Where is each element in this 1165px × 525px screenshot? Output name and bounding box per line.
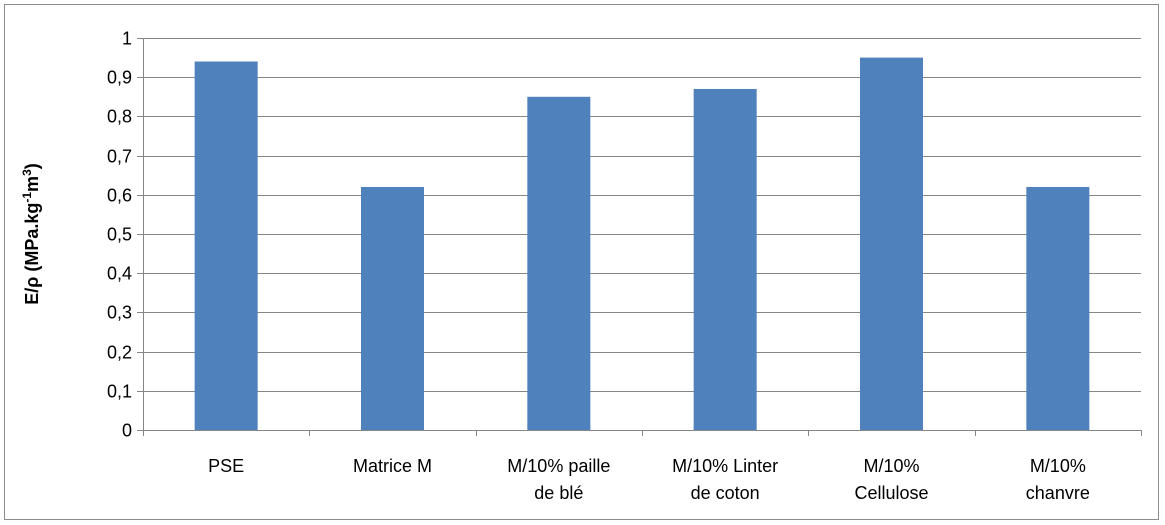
x-category-label-line: de blé	[534, 483, 583, 503]
bar-1	[361, 186, 424, 430]
y-tick-label: 0,6	[107, 186, 132, 206]
x-category-label-line: M/10%	[863, 456, 919, 476]
x-category-label-line: M/10%	[1030, 456, 1086, 476]
x-category-label-line: de coton	[691, 483, 760, 503]
y-axis-label-part: E/ρ (MPa.kg	[22, 203, 42, 305]
y-tick-label: 1	[122, 29, 132, 49]
y-axis-label-part: m	[22, 176, 42, 192]
x-category-label: M/10% paille de blé	[507, 456, 610, 503]
bar-0	[194, 61, 258, 431]
y-axis-label-part: )	[22, 163, 42, 169]
y-tick-label: 0,2	[107, 343, 132, 363]
x-category-label-line: chanvre	[1026, 483, 1090, 503]
y-tick-label: 0,1	[107, 382, 132, 402]
x-category-label-line: PSE	[208, 456, 244, 476]
bar-5	[1026, 186, 1090, 430]
x-category-label-line: Cellulose	[854, 483, 928, 503]
y-tick-label: 0,5	[107, 225, 132, 245]
y-tick-label: 0,9	[107, 68, 132, 88]
bar-2	[527, 96, 591, 431]
y-tick-label: 0,8	[107, 107, 132, 127]
bar-4	[860, 57, 923, 430]
x-category-label-line: M/10% paille	[507, 456, 610, 476]
x-category-label: M/10% Cellulose	[854, 456, 928, 503]
x-category-label-line: Matrice M	[353, 456, 432, 476]
y-tick-label: 0,4	[107, 264, 132, 284]
x-category-label-line: M/10% Linter	[672, 456, 778, 476]
x-category-label: M/10% Linter de coton	[672, 456, 778, 503]
y-tick-label: 0,7	[107, 147, 132, 167]
x-category-label: Matrice M	[353, 456, 432, 476]
x-category-label: PSE	[208, 456, 244, 476]
y-tick-label: 0,3	[107, 303, 132, 323]
bar-3	[693, 88, 757, 431]
x-category-label: M/10% chanvre	[1026, 456, 1090, 503]
y-axis-label-superscript: 3	[20, 169, 34, 176]
y-axis-label-superscript: -1	[20, 192, 34, 203]
y-axis-label: E/ρ (MPa.kg-1m3)	[20, 163, 42, 305]
y-tick-label: 0	[122, 421, 132, 441]
